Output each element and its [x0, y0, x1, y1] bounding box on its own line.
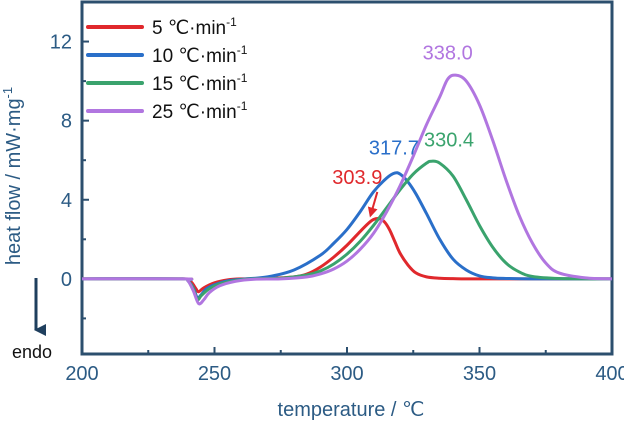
peak-label-1: 303.9: [332, 167, 382, 189]
x-tick-label: 350: [463, 363, 496, 385]
legend-label: 5 ℃·min-1: [152, 15, 237, 39]
peak-label-3: 330.4: [424, 129, 474, 151]
y-axis-title-main: heat flow / mW·mg: [3, 98, 25, 265]
y-axis-title-superscript: -1: [0, 87, 15, 99]
series-line-1: [81, 216, 613, 294]
legend-label-superscript: -1: [237, 43, 248, 57]
y-tick-label: 4: [61, 190, 72, 212]
y-tick-label: 0: [61, 269, 72, 291]
legend-label-main: 10 ℃·min: [152, 46, 237, 67]
peak-arrow: [367, 191, 379, 218]
legend-label-main: 15 ℃·min: [152, 74, 237, 95]
peak-annotations: 303.9 317.7 330.4 338.0: [332, 42, 474, 218]
x-tick-label: 200: [65, 363, 98, 385]
legend-label-superscript: -1: [237, 99, 248, 113]
legend-label: 25 ℃·min-1: [152, 99, 248, 123]
series-line-4: [81, 73, 613, 306]
x-axis-tick-labels: 200 250 300 350 400: [65, 363, 624, 385]
y-tick-label: 8: [61, 111, 72, 133]
peak-label-2: 317.7: [369, 137, 419, 159]
y-axis-tick-labels: 0 4 8 12: [50, 32, 72, 291]
endo-label: endo: [12, 342, 52, 362]
legend-label: 15 ℃·min-1: [152, 71, 248, 95]
y-axis-title: heat flow / mW·mg-1: [0, 87, 25, 265]
legend: 5 ℃·min-110 ℃·min-115 ℃·min-125 ℃·min-1: [86, 15, 248, 123]
x-tick-label: 250: [198, 363, 231, 385]
legend-label: 10 ℃·min-1: [152, 43, 248, 67]
x-tick-label: 300: [330, 363, 363, 385]
series-lines: [81, 73, 613, 306]
y-tick-label: 12: [50, 32, 72, 54]
plot-area: 303.9 317.7 330.4 338.0: [80, 0, 614, 356]
series-line-3: [81, 159, 613, 302]
x-axis-ticks: [81, 347, 613, 354]
peak-label-4: 338.0: [423, 42, 473, 64]
legend-label-main: 25 ℃·min: [152, 102, 237, 123]
legend-label-main: 5 ℃·min: [152, 18, 226, 39]
x-tick-label: 400: [595, 363, 624, 385]
legend-label-superscript: -1: [226, 15, 237, 29]
x-axis-title: temperature / ℃: [278, 399, 425, 421]
legend-label-superscript: -1: [237, 71, 248, 85]
